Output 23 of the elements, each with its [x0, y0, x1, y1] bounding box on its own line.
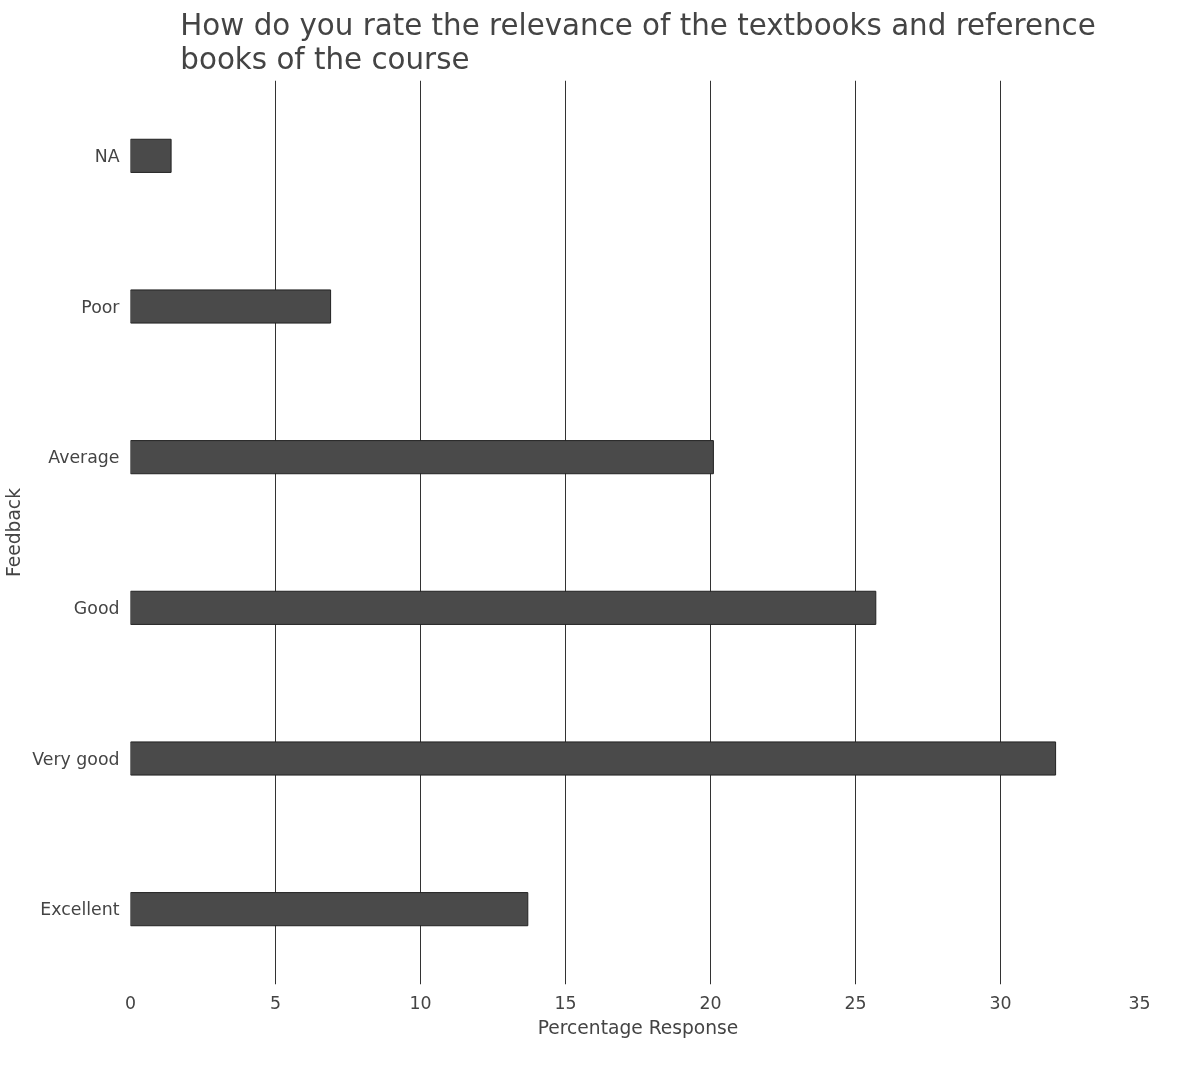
x-tick-label: 0	[124, 992, 137, 1013]
x-tick-label: 20	[699, 992, 722, 1013]
bar	[130, 138, 172, 173]
y-tick-label: Very good	[32, 748, 120, 769]
y-tick-label: NA	[94, 145, 120, 166]
chart-title: How do you rate the relevance of the textbooks and reference books of the course	[180, 7, 1096, 76]
bar	[130, 289, 332, 324]
x-tick-label: 30	[989, 992, 1012, 1013]
x-tick-label: 15	[554, 992, 577, 1013]
y-tick-label: Average	[48, 447, 120, 468]
y-tick-label: Poor	[81, 296, 121, 317]
x-tick-label: 35	[1128, 992, 1151, 1013]
x-tick-label: 25	[844, 992, 867, 1013]
bar	[130, 892, 529, 927]
bar	[130, 440, 714, 475]
x-tick-label: 10	[409, 992, 432, 1013]
x-tick-label: 5	[269, 992, 282, 1013]
y-axis-title: Feedback	[3, 487, 25, 577]
y-tick-label: Good	[73, 597, 120, 618]
x-axis-title: Percentage Response	[537, 1016, 739, 1038]
bar	[130, 741, 1057, 776]
y-tick-label: Excellent	[40, 899, 120, 920]
bar	[130, 590, 877, 625]
